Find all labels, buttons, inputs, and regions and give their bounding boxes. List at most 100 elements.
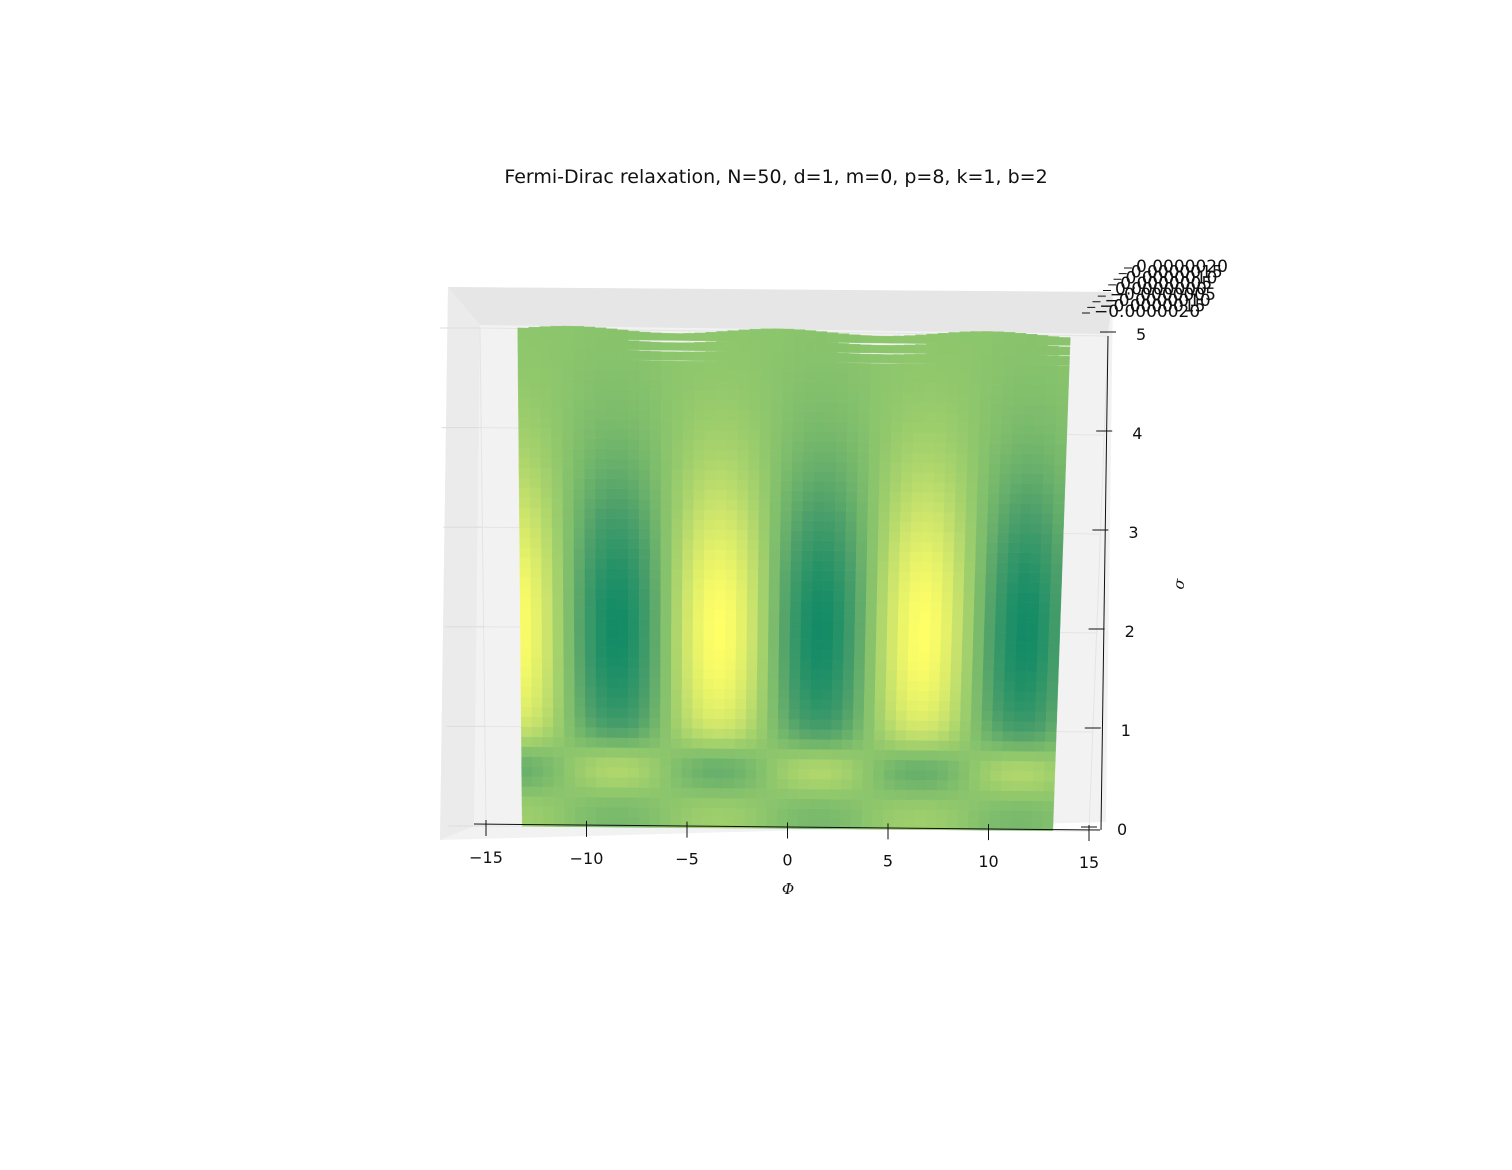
surface-cell xyxy=(856,491,869,502)
surface-cell xyxy=(888,531,901,542)
surface-cell xyxy=(966,462,979,474)
surface-cell xyxy=(804,371,816,383)
surface-cell xyxy=(813,480,826,492)
surface-cell xyxy=(562,537,575,549)
surface-cell xyxy=(1032,780,1045,792)
surface-cell xyxy=(573,587,586,599)
surface-cell xyxy=(540,527,553,539)
surface-cell xyxy=(563,667,575,678)
surface-cell xyxy=(649,439,662,450)
surface-cell xyxy=(945,442,958,454)
surface-cell xyxy=(863,709,876,721)
surface-cell xyxy=(767,649,780,660)
surface-cell xyxy=(723,787,736,799)
surface-cell xyxy=(617,349,629,360)
surface-cell xyxy=(847,421,859,433)
surface-cell xyxy=(972,641,985,652)
surface-cell xyxy=(605,328,618,340)
surface-cell xyxy=(868,461,881,473)
surface-cell xyxy=(691,807,703,819)
surface-cell xyxy=(976,512,989,524)
surface-cell xyxy=(671,529,683,540)
surface-cell xyxy=(844,570,857,582)
surface-cell xyxy=(713,698,726,709)
surface-cell xyxy=(572,368,585,380)
surface-cell xyxy=(987,502,1000,514)
surface-cell xyxy=(826,342,839,353)
surface-cell xyxy=(815,331,828,343)
surface-cell xyxy=(810,709,822,720)
surface-cell xyxy=(779,599,791,611)
surface-cell xyxy=(756,718,768,730)
surface-cell xyxy=(804,350,817,363)
surface-cell xyxy=(803,381,816,393)
x-tick-label: 5 xyxy=(883,851,893,870)
surface-cell xyxy=(1018,562,1030,574)
surface-cell xyxy=(982,691,994,702)
surface-cell xyxy=(866,580,878,592)
surface-cell xyxy=(811,629,823,641)
surface-cell xyxy=(734,748,747,759)
surface-cell xyxy=(759,470,771,481)
surface-cell xyxy=(552,686,565,698)
surface-cell xyxy=(936,342,949,355)
surface-cell xyxy=(936,809,948,821)
surface-cell xyxy=(747,569,759,581)
surface-cell xyxy=(713,758,725,769)
surface-cell xyxy=(959,730,971,742)
surface-cell xyxy=(541,557,553,569)
surface-cell xyxy=(692,598,705,610)
surface-cell xyxy=(978,453,990,464)
surface-cell xyxy=(913,402,926,414)
surface-cell xyxy=(809,749,821,760)
surface-cell xyxy=(1041,523,1054,534)
surface-cell xyxy=(858,402,871,413)
surface-cell xyxy=(617,478,629,490)
surface-cell xyxy=(671,429,684,441)
surface-cell xyxy=(865,630,877,641)
surface-cell xyxy=(682,479,695,491)
surface-cell xyxy=(638,598,651,609)
surface-cell xyxy=(831,699,844,711)
surface-cell xyxy=(976,502,989,514)
surface-cell xyxy=(809,719,822,730)
surface-cell xyxy=(982,681,994,692)
surface-cell xyxy=(714,579,727,590)
surface-cell xyxy=(830,798,842,810)
surface-cell xyxy=(822,629,834,641)
surface-cell xyxy=(660,638,672,649)
surface-cell xyxy=(638,548,651,560)
surface-cell xyxy=(563,627,575,638)
surface-cell xyxy=(723,797,735,809)
surface-cell xyxy=(888,561,900,572)
surface-cell xyxy=(940,651,952,662)
surface-cell xyxy=(1002,353,1015,365)
surface-cell xyxy=(606,806,618,818)
surface-cell xyxy=(649,578,662,590)
surface-cell xyxy=(910,551,922,563)
surface-cell xyxy=(649,608,661,619)
surface-cell xyxy=(787,808,799,819)
surface-cell xyxy=(931,561,944,573)
surface-cell xyxy=(541,537,553,549)
surface-cell xyxy=(747,490,760,501)
surface-cell xyxy=(1035,701,1047,713)
surface-cell xyxy=(682,489,694,500)
surface-cell xyxy=(881,354,894,364)
surface-cell xyxy=(574,766,586,778)
surface-cell xyxy=(799,699,811,710)
surface-cell xyxy=(639,449,651,460)
surface-cell xyxy=(1000,433,1013,445)
surface-cell xyxy=(833,560,846,572)
surface-cell xyxy=(913,412,925,424)
surface-cell xyxy=(734,778,746,789)
surface-cell xyxy=(551,378,563,390)
surface-cell xyxy=(921,511,934,523)
surface-cell xyxy=(790,570,802,581)
surface-cell xyxy=(921,531,934,543)
surface-cell xyxy=(671,548,683,560)
surface-cell xyxy=(900,501,912,513)
surface-cell xyxy=(842,679,855,691)
surface-cell xyxy=(1056,404,1069,415)
surface-cell xyxy=(541,666,554,678)
